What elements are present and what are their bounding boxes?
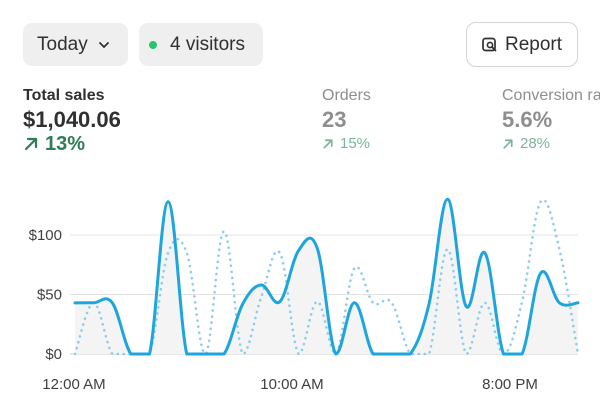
arrow-up-right-icon [323,139,333,149]
metric-value: $1,040.06 [23,107,121,132]
metric-label: Conversion rate [502,87,600,104]
report-search-icon [481,36,499,54]
metric-delta-value: 15% [340,135,371,152]
series-area-fill [75,199,578,354]
metric-conversion-rate[interactable]: Conversion rate 5.6% 28% [502,86,600,155]
date-range-label: Today [37,33,88,55]
metric-delta-value: 13% [45,133,86,155]
metric-value: 23 [322,107,347,132]
x-tick-label: 8:00 PM [482,376,538,393]
live-dot-icon [149,40,157,49]
metric-delta-value: 28% [520,135,551,152]
metric-label: Total sales [23,87,105,104]
live-visitors-badge[interactable]: 4 visitors [139,23,263,66]
metric-orders[interactable]: Orders 23 15% [322,86,371,155]
y-tick-label: $100 [29,227,62,244]
metric-delta: 13% [23,133,121,155]
metric-total-sales[interactable]: Total sales $1,040.06 13% [23,86,121,155]
arrow-up-right-icon [24,137,38,151]
x-tick-label: 12:00 AM [42,376,105,393]
date-range-dropdown[interactable]: Today [23,23,128,66]
y-tick-label: $0 [45,346,62,363]
chevron-down-icon [97,38,111,52]
metric-value: 5.6% [502,107,553,132]
report-label: Report [505,33,563,55]
visitors-count: 4 visitors [170,33,245,55]
metric-label: Orders [322,87,371,104]
series-line-current [73,197,580,356]
x-tick-label: 10:00 AM [260,376,323,393]
arrow-up-right-icon [503,139,513,149]
series-line-comparison [73,198,580,356]
y-tick-label: $50 [37,287,62,304]
metric-delta: 15% [322,133,371,155]
metric-delta: 28% [502,133,600,155]
report-button[interactable]: Report [466,22,578,67]
sales-line-chart[interactable]: $0 $50 $100 12:00 AM 10:00 AM 8:00 PM [0,180,600,414]
